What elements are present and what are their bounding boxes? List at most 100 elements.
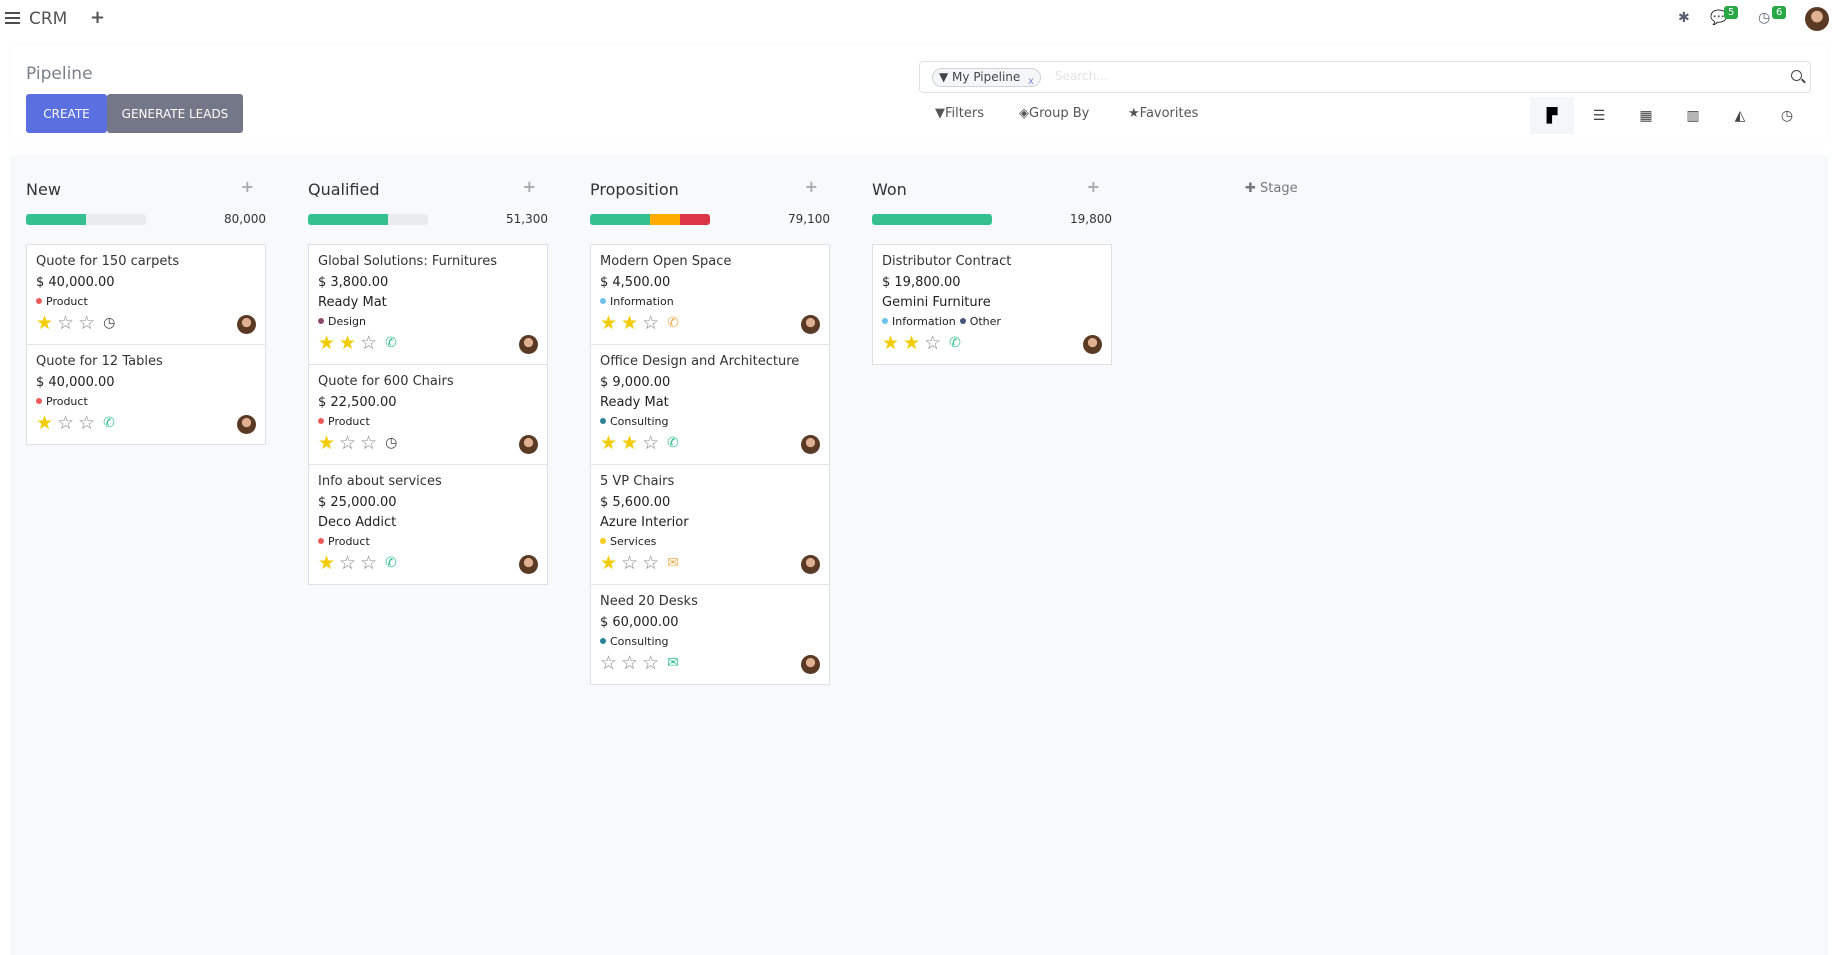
phone-icon[interactable]: ✆ bbox=[385, 555, 397, 571]
salesperson-avatar bbox=[519, 435, 538, 454]
star-filled-icon[interactable]: ★ bbox=[882, 331, 900, 354]
progress-segment[interactable] bbox=[650, 214, 680, 225]
star-filled-icon[interactable]: ★ bbox=[903, 331, 921, 354]
star-filled-icon[interactable]: ★ bbox=[318, 431, 336, 454]
user-avatar[interactable] bbox=[1805, 7, 1829, 31]
salesperson-avatar bbox=[237, 315, 256, 334]
column-title[interactable]: Won bbox=[872, 180, 907, 199]
progress-segment[interactable] bbox=[680, 214, 710, 225]
quick-add-plus-icon[interactable]: + bbox=[1086, 177, 1100, 196]
kanban-card[interactable]: Distributor Contract $ 19,800.00 Gemini Fu… bbox=[873, 245, 1111, 364]
star-empty-icon[interactable]: ☆ bbox=[78, 411, 96, 434]
star-empty-icon[interactable]: ☆ bbox=[339, 551, 357, 574]
star-empty-icon[interactable]: ☆ bbox=[360, 551, 378, 574]
column-title[interactable]: New bbox=[26, 180, 61, 199]
kanban-card[interactable]: Quote for 150 carpets $ 40,000.00 Product ★… bbox=[27, 245, 265, 345]
create-button[interactable]: CREATE bbox=[26, 94, 107, 133]
phone-icon[interactable]: ✆ bbox=[103, 415, 115, 431]
search-icon[interactable] bbox=[1791, 70, 1802, 81]
star-filled-icon[interactable]: ★ bbox=[600, 311, 618, 334]
kanban-card[interactable]: Quote for 600 Chairs $ 22,500.00 Product ★ ☆… bbox=[309, 365, 547, 465]
star-filled-icon[interactable]: ★ bbox=[600, 551, 618, 574]
funnel-icon: ▼ bbox=[935, 106, 945, 121]
kanban-card[interactable]: 5 VP Chairs $ 5,600.00 Azure Interior Servi… bbox=[591, 465, 829, 585]
remove-facet-icon[interactable]: x bbox=[1028, 76, 1034, 87]
star-empty-icon[interactable]: ☆ bbox=[642, 651, 660, 674]
star-empty-icon[interactable]: ☆ bbox=[642, 311, 660, 334]
activity-view-icon[interactable]: ◷ bbox=[1780, 107, 1794, 124]
add-stage-button[interactable]: ✚ Stage bbox=[1245, 181, 1298, 196]
star-filled-icon[interactable]: ★ bbox=[318, 551, 336, 574]
star-empty-icon[interactable]: ☆ bbox=[621, 651, 639, 674]
kanban-card[interactable]: Info about services $ 25,000.00 Deco Addic… bbox=[309, 465, 547, 584]
pivot-view-icon[interactable]: ▥ bbox=[1686, 107, 1700, 124]
kanban-card[interactable]: Quote for 12 Tables $ 40,000.00 Product ★ ☆ ☆… bbox=[27, 345, 265, 444]
progress-segment[interactable] bbox=[308, 214, 389, 225]
filters-button[interactable]: ▼Filters bbox=[935, 106, 984, 121]
clock-icon[interactable]: ◷ bbox=[385, 435, 398, 451]
star-empty-icon[interactable]: ☆ bbox=[339, 431, 357, 454]
star-empty-icon[interactable]: ☆ bbox=[78, 311, 96, 334]
quick-create-plus-icon[interactable]: + bbox=[90, 7, 106, 28]
card-partner: Gemini Furniture bbox=[882, 295, 991, 310]
hamburger-menu-icon[interactable] bbox=[5, 12, 20, 24]
messages-chat-icon[interactable]: 💬 5 bbox=[1710, 6, 1739, 26]
filter-facet[interactable]: ▼ My Pipeline bbox=[932, 68, 1042, 87]
phone-icon[interactable]: ✆ bbox=[949, 335, 961, 351]
kanban-card[interactable]: Modern Open Space $ 4,500.00 Information ★ ★… bbox=[591, 245, 829, 345]
phone-icon[interactable]: ✆ bbox=[385, 335, 397, 351]
star-empty-icon[interactable]: ☆ bbox=[924, 331, 942, 354]
phone-icon[interactable]: ✆ bbox=[667, 435, 679, 451]
quick-add-plus-icon[interactable]: + bbox=[804, 177, 818, 196]
activities-clock-icon[interactable]: ◷ 6 bbox=[1758, 6, 1787, 26]
kanban-card[interactable]: Global Solutions: Furnitures $ 3,800.00 Re… bbox=[309, 245, 547, 365]
kanban-card[interactable]: Need 20 Desks $ 60,000.00 Consulting ☆ ☆ ☆ ✉ bbox=[591, 585, 829, 684]
card-amount: $ 40,000.00 bbox=[36, 375, 115, 390]
quick-add-plus-icon[interactable]: + bbox=[522, 177, 536, 196]
graph-view-icon[interactable]: ◭ bbox=[1734, 107, 1746, 124]
debug-bug-icon[interactable]: ✱ bbox=[1678, 10, 1690, 26]
star-empty-icon[interactable]: ☆ bbox=[642, 431, 660, 454]
star-empty-icon[interactable]: ☆ bbox=[600, 651, 618, 674]
generate-leads-button[interactable]: GENERATE LEADS bbox=[107, 94, 243, 133]
star-filled-icon[interactable]: ★ bbox=[318, 331, 336, 354]
clock-icon[interactable]: ◷ bbox=[103, 315, 116, 331]
star-empty-icon[interactable]: ☆ bbox=[57, 411, 75, 434]
card-tags: Services bbox=[600, 535, 820, 548]
column-progress-bar[interactable] bbox=[308, 214, 428, 225]
progress-segment[interactable] bbox=[26, 214, 86, 225]
star-filled-icon[interactable]: ★ bbox=[600, 431, 618, 454]
column-title[interactable]: Qualified bbox=[308, 180, 380, 199]
star-empty-icon[interactable]: ☆ bbox=[621, 551, 639, 574]
card-amount: $ 25,000.00 bbox=[318, 495, 397, 510]
progress-segment[interactable] bbox=[872, 214, 992, 225]
card-footer: ★ ★ ☆ ✆ bbox=[318, 332, 538, 354]
star-empty-icon[interactable]: ☆ bbox=[360, 331, 378, 354]
column-progress-bar[interactable] bbox=[872, 214, 992, 225]
star-filled-icon[interactable]: ★ bbox=[621, 311, 639, 334]
phone-icon[interactable]: ✆ bbox=[667, 315, 679, 331]
envelope-icon[interactable]: ✉ bbox=[667, 655, 679, 671]
group-by-button[interactable]: ◈Group By bbox=[1019, 106, 1089, 121]
star-empty-icon[interactable]: ☆ bbox=[57, 311, 75, 334]
star-filled-icon[interactable]: ★ bbox=[36, 311, 54, 334]
kanban-card[interactable]: Office Design and Architecture $ 9,000.00… bbox=[591, 345, 829, 465]
star-empty-icon[interactable]: ☆ bbox=[642, 551, 660, 574]
star-filled-icon[interactable]: ★ bbox=[36, 411, 54, 434]
favorites-button[interactable]: ★Favorites bbox=[1128, 106, 1198, 121]
column-title[interactable]: Proposition bbox=[590, 180, 679, 199]
tag-label: Other bbox=[969, 315, 1001, 328]
search-input[interactable] bbox=[1055, 69, 1755, 83]
column-progress-bar[interactable] bbox=[590, 214, 710, 225]
envelope-icon[interactable]: ✉ bbox=[667, 555, 679, 571]
progress-segment[interactable] bbox=[590, 214, 650, 225]
star-filled-icon[interactable]: ★ bbox=[621, 431, 639, 454]
column-progress-bar[interactable] bbox=[26, 214, 146, 225]
star-filled-icon[interactable]: ★ bbox=[339, 331, 357, 354]
app-title[interactable]: CRM bbox=[29, 9, 68, 29]
quick-add-plus-icon[interactable]: + bbox=[240, 177, 254, 196]
kanban-view-icon[interactable]: ▛ bbox=[1530, 97, 1574, 134]
calendar-view-icon[interactable]: ▦ bbox=[1639, 107, 1653, 124]
list-view-icon[interactable]: ☰ bbox=[1592, 107, 1606, 124]
star-empty-icon[interactable]: ☆ bbox=[360, 431, 378, 454]
